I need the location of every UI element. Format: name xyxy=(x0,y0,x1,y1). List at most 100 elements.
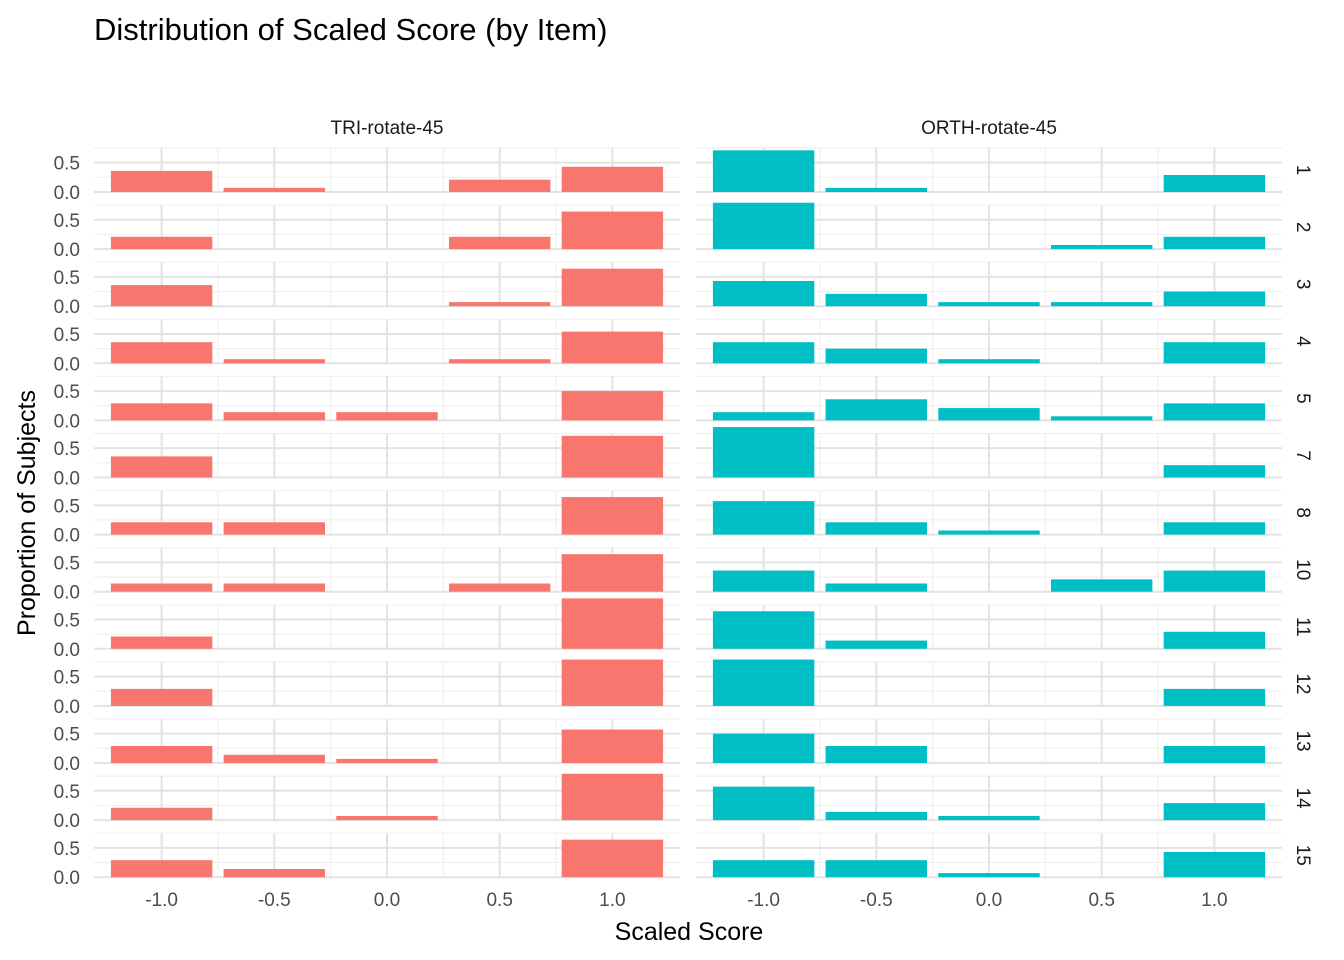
x-tick-label: 0.0 xyxy=(374,890,400,911)
bar xyxy=(712,280,815,307)
bar xyxy=(110,688,213,706)
x-tick-label: 1.0 xyxy=(1201,890,1227,911)
bar xyxy=(1163,803,1266,821)
facet-row-label: 7 xyxy=(1292,450,1313,461)
y-axis-title: Proportion of Subjects xyxy=(13,390,41,636)
bar xyxy=(561,659,664,706)
bar xyxy=(1050,244,1153,250)
facet-row-label: 4 xyxy=(1292,336,1313,347)
bar xyxy=(561,331,664,364)
bar xyxy=(712,427,815,478)
y-tick-label: 0.5 xyxy=(54,439,80,460)
bar xyxy=(938,408,1040,421)
facet-panel xyxy=(696,318,1282,365)
bar xyxy=(561,773,664,821)
facet-row-label: 8 xyxy=(1292,507,1313,518)
bar xyxy=(561,268,664,307)
bar xyxy=(1163,465,1266,478)
facet-panel xyxy=(94,659,680,707)
bar xyxy=(712,412,815,421)
x-tick-label: -0.5 xyxy=(860,890,893,911)
facet-panel xyxy=(696,775,1282,822)
y-tick-label: 0.5 xyxy=(54,725,80,746)
bar xyxy=(1050,579,1153,592)
bar xyxy=(561,435,664,478)
facet-row-label: 10 xyxy=(1292,559,1313,580)
x-tick-label: -0.5 xyxy=(258,890,291,911)
bar xyxy=(1050,416,1153,421)
bar xyxy=(110,636,213,649)
y-tick-label: 0.5 xyxy=(54,496,80,517)
facet-panel xyxy=(94,375,680,422)
chart-title: Distribution of Scaled Score (by Item) xyxy=(94,12,607,47)
bar xyxy=(448,236,551,250)
bar xyxy=(223,522,326,535)
y-tick-label: 0.5 xyxy=(54,839,80,860)
y-tick-label: 0.0 xyxy=(54,640,80,661)
bar xyxy=(110,745,213,763)
y-tick-label: 0.5 xyxy=(54,325,80,346)
facet-row-label: 3 xyxy=(1292,279,1313,290)
facet-row-label: 15 xyxy=(1292,845,1313,866)
bar xyxy=(938,359,1040,364)
bar xyxy=(712,342,815,364)
y-tick-label: 0.0 xyxy=(54,697,80,718)
facet-panel xyxy=(94,832,680,879)
y-tick-label: 0.0 xyxy=(54,240,80,261)
y-tick-label: 0.0 xyxy=(54,297,80,318)
bar xyxy=(825,583,928,592)
bar xyxy=(223,412,326,421)
bar xyxy=(336,412,438,421)
bar xyxy=(1163,688,1266,706)
facet-panel xyxy=(696,718,1282,764)
facet-panel xyxy=(696,427,1282,479)
facet-row-label: 2 xyxy=(1292,222,1313,233)
facet-panel xyxy=(94,318,680,365)
bar xyxy=(110,456,213,478)
bar xyxy=(561,598,664,649)
facet-row-label: 13 xyxy=(1292,730,1313,751)
bar xyxy=(561,211,664,250)
bar xyxy=(1163,236,1266,250)
bar xyxy=(1050,302,1153,307)
x-tick-label: 0.0 xyxy=(976,890,1002,911)
bar xyxy=(448,359,551,364)
bar xyxy=(825,640,928,649)
bar xyxy=(712,611,815,649)
x-tick-label: 1.0 xyxy=(599,890,625,911)
facet-panel xyxy=(94,598,680,650)
y-tick-label: 0.5 xyxy=(54,553,80,574)
y-tick-label: 0.5 xyxy=(54,668,80,689)
bar xyxy=(712,733,815,763)
bar xyxy=(1163,291,1266,307)
bar xyxy=(110,522,213,535)
bar xyxy=(223,754,326,763)
x-tick-label: 0.5 xyxy=(1088,890,1114,911)
y-tick-label: 0.5 xyxy=(54,154,80,175)
bar xyxy=(1163,342,1266,364)
bar xyxy=(825,745,928,763)
facet-row-label: 1 xyxy=(1292,165,1313,176)
bar xyxy=(110,342,213,364)
y-tick-label: 0.0 xyxy=(54,526,80,547)
facet-panel xyxy=(94,261,680,308)
bar xyxy=(1163,570,1266,592)
facet-panel xyxy=(94,718,680,764)
bar xyxy=(825,187,928,192)
bar xyxy=(712,659,815,706)
bar xyxy=(223,187,326,192)
y-tick-label: 0.5 xyxy=(54,782,80,803)
bar xyxy=(110,807,213,821)
bar xyxy=(938,530,1040,535)
bar xyxy=(561,729,664,763)
facet-panel xyxy=(696,547,1282,593)
y-tick-label: 0.5 xyxy=(54,382,80,403)
bar xyxy=(1163,403,1266,421)
bar xyxy=(110,403,213,421)
y-tick-label: 0.0 xyxy=(54,754,80,775)
y-tick-label: 0.0 xyxy=(54,183,80,204)
facet-row-label: 11 xyxy=(1292,617,1313,637)
bar xyxy=(110,583,213,592)
bar xyxy=(938,873,1040,878)
y-tick-label: 0.5 xyxy=(54,268,80,289)
